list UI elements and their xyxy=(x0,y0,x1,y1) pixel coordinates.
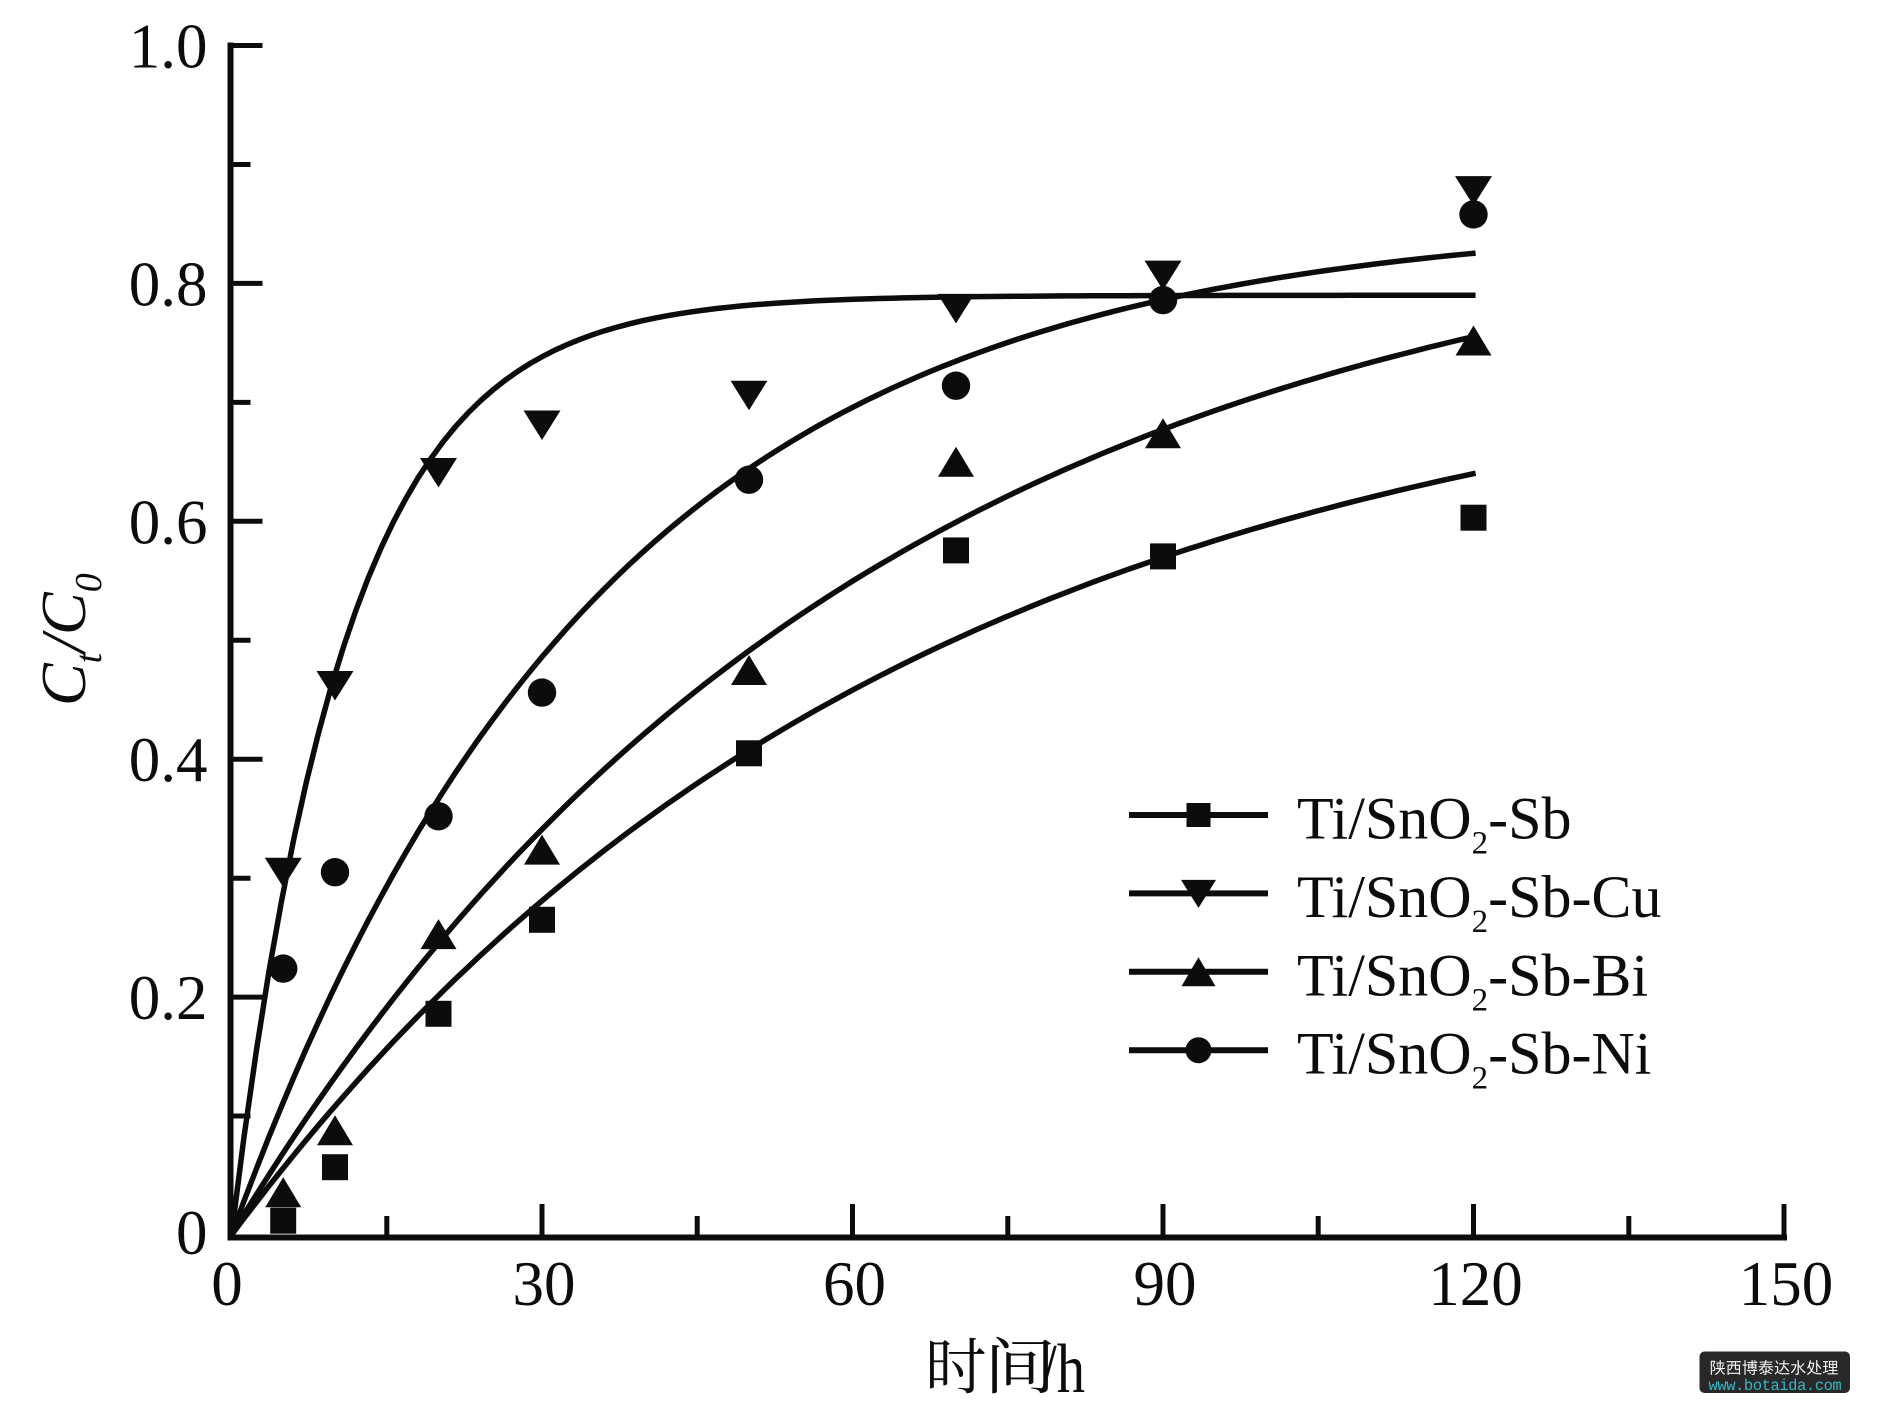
svg-text:0.4: 0.4 xyxy=(129,725,208,795)
svg-text:Ct/C0: Ct/C0 xyxy=(28,573,110,706)
svg-text:www.botaida.com: www.botaida.com xyxy=(1709,1377,1842,1395)
svg-text:120: 120 xyxy=(1428,1249,1523,1319)
svg-text:0.6: 0.6 xyxy=(129,487,208,557)
svg-text:Ti/SnO2-Sb: Ti/SnO2-Sb xyxy=(1297,786,1571,862)
svg-text:30: 30 xyxy=(513,1249,576,1319)
svg-text:1.0: 1.0 xyxy=(129,12,208,82)
svg-text:0: 0 xyxy=(211,1249,243,1319)
svg-text:60: 60 xyxy=(823,1249,886,1319)
svg-text:0: 0 xyxy=(176,1198,208,1268)
svg-text:/h: /h xyxy=(1041,1331,1085,1408)
svg-text:90: 90 xyxy=(1134,1249,1197,1319)
svg-text:150: 150 xyxy=(1739,1249,1834,1319)
svg-text:0.8: 0.8 xyxy=(129,249,208,319)
svg-text:0.2: 0.2 xyxy=(129,963,208,1033)
